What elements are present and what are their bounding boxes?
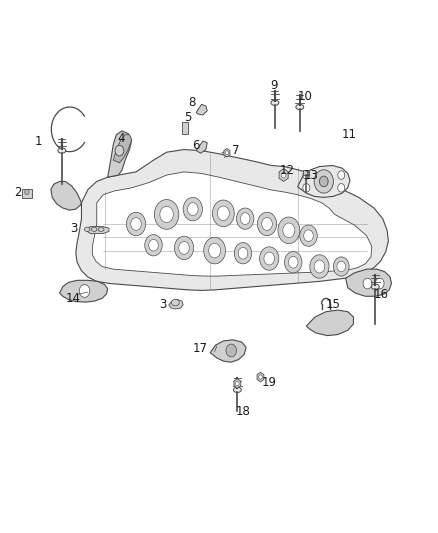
Circle shape (208, 243, 221, 258)
Text: 3: 3 (70, 222, 77, 235)
Text: 13: 13 (304, 168, 319, 182)
Polygon shape (76, 150, 389, 290)
Text: 9: 9 (271, 79, 278, 92)
Ellipse shape (271, 100, 279, 106)
Text: 1: 1 (35, 135, 42, 148)
Polygon shape (196, 141, 207, 154)
Polygon shape (279, 168, 288, 181)
Polygon shape (60, 280, 108, 302)
Circle shape (25, 189, 29, 195)
Circle shape (225, 151, 229, 155)
Bar (182, 122, 187, 134)
Circle shape (303, 183, 310, 192)
Ellipse shape (296, 104, 304, 110)
Circle shape (145, 235, 162, 256)
Circle shape (285, 252, 302, 273)
Text: 5: 5 (184, 111, 191, 124)
Circle shape (160, 206, 173, 223)
Circle shape (281, 172, 286, 178)
Circle shape (237, 208, 254, 229)
Circle shape (264, 252, 275, 265)
Circle shape (179, 241, 189, 254)
Circle shape (183, 197, 202, 221)
Circle shape (288, 256, 298, 268)
Polygon shape (210, 340, 246, 362)
Circle shape (338, 171, 345, 179)
Text: 8: 8 (188, 96, 196, 109)
Circle shape (300, 225, 317, 246)
Polygon shape (224, 149, 230, 157)
Text: 17: 17 (193, 342, 208, 356)
Circle shape (79, 285, 90, 297)
Ellipse shape (84, 227, 90, 231)
Circle shape (226, 344, 237, 357)
Circle shape (204, 237, 226, 264)
Polygon shape (169, 300, 183, 309)
Polygon shape (306, 310, 353, 336)
Ellipse shape (171, 300, 179, 306)
Circle shape (149, 239, 158, 251)
Ellipse shape (91, 227, 97, 231)
Circle shape (310, 255, 329, 278)
Polygon shape (234, 378, 241, 388)
Text: 18: 18 (236, 405, 251, 417)
Circle shape (262, 217, 272, 230)
Ellipse shape (371, 284, 379, 289)
Circle shape (115, 146, 124, 156)
Ellipse shape (233, 387, 241, 392)
Text: 4: 4 (118, 132, 125, 146)
Ellipse shape (98, 227, 104, 231)
Polygon shape (86, 227, 109, 233)
Circle shape (319, 176, 328, 187)
Circle shape (127, 212, 146, 236)
Circle shape (314, 260, 325, 273)
Circle shape (240, 213, 250, 224)
Text: 14: 14 (65, 292, 80, 305)
Text: 16: 16 (374, 288, 389, 301)
Text: 3: 3 (159, 298, 166, 311)
Circle shape (363, 278, 372, 289)
Circle shape (333, 257, 349, 276)
Text: 15: 15 (326, 298, 341, 311)
Text: 19: 19 (262, 376, 277, 389)
Circle shape (174, 236, 194, 260)
Circle shape (314, 169, 333, 193)
Circle shape (303, 171, 310, 179)
Circle shape (375, 278, 384, 289)
Circle shape (131, 217, 141, 230)
Text: 11: 11 (341, 128, 356, 141)
Polygon shape (92, 172, 372, 276)
Circle shape (337, 261, 346, 272)
Text: 12: 12 (280, 164, 295, 177)
Circle shape (283, 223, 295, 238)
Bar (303, 169, 309, 175)
Circle shape (260, 247, 279, 270)
Circle shape (238, 247, 248, 259)
Polygon shape (196, 104, 207, 115)
Polygon shape (113, 135, 132, 163)
Circle shape (154, 199, 179, 229)
Text: 6: 6 (192, 139, 199, 152)
Ellipse shape (58, 148, 66, 154)
Circle shape (217, 206, 230, 221)
Circle shape (304, 230, 313, 241)
Circle shape (338, 183, 345, 192)
Circle shape (236, 381, 239, 385)
Text: 2: 2 (14, 185, 21, 199)
Polygon shape (346, 269, 392, 296)
Polygon shape (108, 131, 132, 177)
Circle shape (259, 375, 262, 379)
Bar (21, 189, 32, 198)
Text: 10: 10 (297, 90, 312, 103)
Text: 7: 7 (232, 144, 240, 157)
Polygon shape (51, 181, 81, 210)
Polygon shape (297, 165, 350, 197)
Polygon shape (257, 372, 264, 382)
Circle shape (278, 217, 300, 244)
Circle shape (212, 200, 234, 227)
Circle shape (234, 243, 252, 264)
Circle shape (187, 203, 198, 215)
Circle shape (258, 212, 277, 236)
